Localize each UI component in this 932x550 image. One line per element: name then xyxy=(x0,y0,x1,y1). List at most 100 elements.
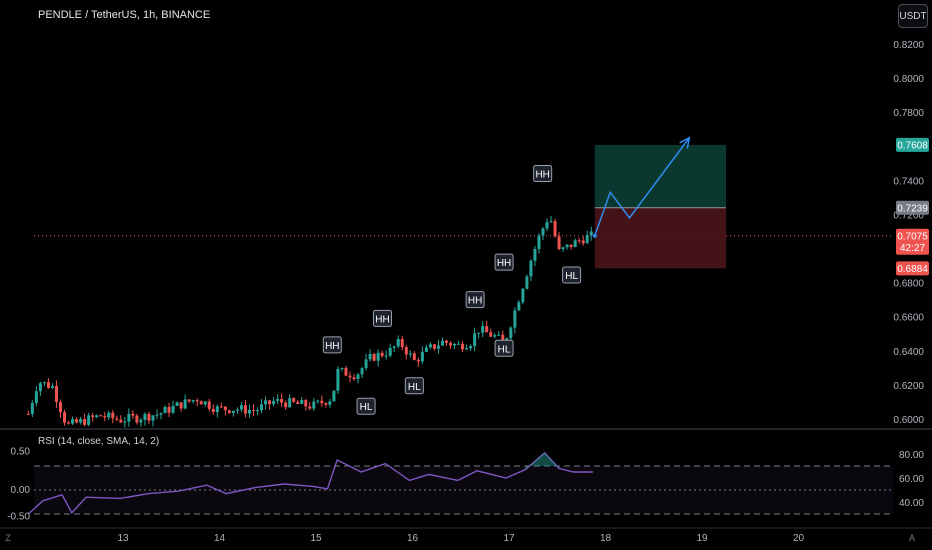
candle xyxy=(195,398,199,407)
higher-high-label: HH xyxy=(322,336,342,354)
candle xyxy=(34,385,38,407)
candle-body xyxy=(215,406,219,413)
candle xyxy=(167,402,171,417)
candle xyxy=(481,321,485,338)
candle-body xyxy=(509,327,513,339)
candle xyxy=(50,383,54,389)
candle-body xyxy=(537,235,541,249)
candle xyxy=(63,409,67,426)
candle-body xyxy=(412,353,416,360)
price-label-box[interactable] xyxy=(896,228,929,255)
candle xyxy=(497,331,501,336)
candle-body xyxy=(167,406,171,413)
projection-path[interactable] xyxy=(594,137,690,237)
candle-body xyxy=(235,409,239,411)
candle-body xyxy=(380,352,384,356)
candle-body xyxy=(428,344,432,348)
price-label-0.7239[interactable]: 0.7239 xyxy=(896,200,929,215)
candle-body xyxy=(264,400,268,405)
label-box xyxy=(356,397,376,415)
candle-body xyxy=(292,398,296,402)
candle-body xyxy=(324,403,328,405)
candle-body xyxy=(489,332,493,337)
rsi-line[interactable] xyxy=(27,451,593,515)
candle-body xyxy=(231,410,235,414)
price-tick: 0.8000 xyxy=(893,74,924,85)
candle-body xyxy=(111,412,115,419)
candle xyxy=(400,335,404,351)
currency-button[interactable]: USDT xyxy=(898,4,928,28)
candle xyxy=(553,218,557,238)
candle-body xyxy=(416,359,420,362)
candle xyxy=(473,327,477,352)
candle-body xyxy=(424,347,428,352)
candle xyxy=(143,412,147,426)
price-label-0.7608[interactable]: 0.7608 xyxy=(896,137,929,152)
candle xyxy=(187,399,191,404)
candle xyxy=(549,215,553,223)
candle xyxy=(284,400,288,410)
time-axis[interactable]: 13 14 15 16 17 18 19 20 Z A xyxy=(5,533,915,544)
candle-body xyxy=(50,385,54,388)
price-label-box[interactable] xyxy=(896,137,929,152)
candle-body xyxy=(521,288,525,303)
label-text: HH xyxy=(375,314,389,325)
candle-body xyxy=(26,413,30,415)
candle xyxy=(424,344,428,353)
loss-zone[interactable] xyxy=(594,207,727,269)
candle xyxy=(292,397,296,404)
candle-body xyxy=(432,344,436,349)
candle-body xyxy=(589,231,593,236)
candle xyxy=(517,300,521,311)
candle-body xyxy=(461,343,465,350)
candle-body xyxy=(42,382,46,384)
candle xyxy=(103,412,107,422)
candle-body xyxy=(115,418,119,420)
higher-low-label: HL xyxy=(356,397,376,415)
candle-body xyxy=(135,415,139,423)
candle xyxy=(235,407,239,414)
candle xyxy=(91,412,95,422)
price-label-value: 0.7608 xyxy=(897,140,928,151)
candle xyxy=(380,350,384,358)
candle-body xyxy=(340,368,344,370)
price-label-box[interactable] xyxy=(896,200,929,215)
long-position-tool[interactable] xyxy=(594,144,727,269)
candle xyxy=(489,328,493,338)
time-tick: 20 xyxy=(793,533,805,544)
projection-arrow[interactable] xyxy=(592,136,691,238)
candle-body xyxy=(268,400,272,405)
candle xyxy=(243,399,247,418)
candle xyxy=(191,399,195,404)
projection-start-dot[interactable] xyxy=(592,233,597,238)
price-label-0.6884[interactable]: 0.6884 xyxy=(896,261,929,276)
candle xyxy=(420,346,424,365)
candle-body xyxy=(199,401,203,405)
candle-body xyxy=(561,247,565,250)
candle-body xyxy=(256,410,260,412)
time-tick: 16 xyxy=(407,533,419,544)
candle xyxy=(95,414,99,419)
label-box xyxy=(494,339,514,357)
candle-body xyxy=(320,400,324,404)
candle-body xyxy=(195,400,199,402)
rsi-right-tick: 40.00 xyxy=(899,498,924,509)
candle-body xyxy=(404,347,408,355)
arrow-head[interactable] xyxy=(679,136,691,149)
candle-body xyxy=(54,385,58,403)
rsi-left-tick: 0.50 xyxy=(11,447,31,458)
price-label-box[interactable] xyxy=(896,261,929,276)
price-axis[interactable]: 0.8200 0.8000 0.7800 0.7400 0.7200 0.6800 0.66… xyxy=(893,40,929,426)
candle-body xyxy=(440,340,444,346)
candle-body xyxy=(183,399,187,409)
candle xyxy=(376,349,380,367)
candle-body xyxy=(243,405,247,414)
candle-body xyxy=(203,401,207,405)
rsi-pane[interactable]: 0.50 0.00 -0.50 80.00 60.00 40.00 xyxy=(7,447,924,523)
candle xyxy=(239,401,243,413)
candle xyxy=(368,349,372,362)
candle-body xyxy=(557,236,561,250)
candle xyxy=(589,226,593,241)
